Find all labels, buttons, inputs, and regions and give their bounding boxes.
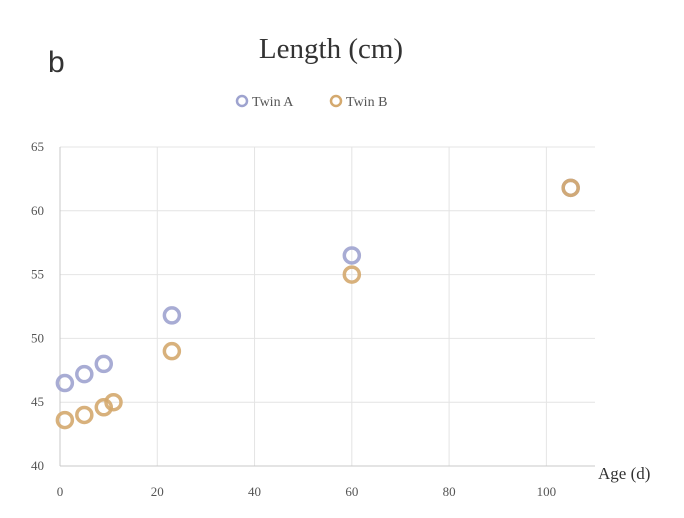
data-point-twin-b	[75, 405, 94, 425]
grid-lines	[60, 146, 595, 466]
y-tick-label: 60	[31, 203, 44, 218]
y-tick-label: 45	[31, 394, 44, 409]
chart-title: Length (cm)	[259, 33, 403, 65]
data-point-twin-a	[75, 364, 94, 384]
legend-label: Twin A	[252, 95, 294, 110]
y-tick-label: 65	[31, 139, 44, 154]
data-point-twin-b	[94, 398, 114, 417]
data-point-twin-b	[342, 265, 362, 284]
y-tick-label: 55	[31, 267, 44, 282]
legend-label: Twin B	[346, 95, 387, 110]
data-point-twin-a	[55, 373, 75, 393]
data-point-twin-b	[55, 410, 75, 430]
data-point-twin-a	[162, 306, 182, 325]
data-point-twin-a	[94, 354, 114, 374]
x-tick-label: 20	[151, 484, 164, 499]
data-point-twin-b	[561, 178, 580, 198]
x-tick-label: 80	[443, 484, 456, 499]
axes: 0 20 40 60 80 100 40 45 50 55 60 65	[31, 139, 595, 499]
legend-marker	[235, 94, 249, 108]
y-tick-label: 40	[31, 458, 44, 473]
data-points	[55, 178, 580, 430]
y-tick-label: 50	[31, 330, 44, 345]
data-point-twin-b	[162, 341, 182, 361]
x-tick-label: 100	[537, 484, 557, 499]
data-point-twin-b	[104, 392, 123, 412]
legend-marker	[329, 94, 343, 108]
x-tick-label: 60	[345, 484, 358, 499]
x-tick-label: 0	[57, 484, 64, 499]
data-point-twin-a	[342, 246, 362, 265]
legend: Twin A Twin B	[235, 94, 387, 110]
panel-label: b	[48, 46, 65, 79]
x-tick-label: 40	[248, 484, 261, 499]
x-axis-label: Age (d)	[598, 464, 650, 483]
